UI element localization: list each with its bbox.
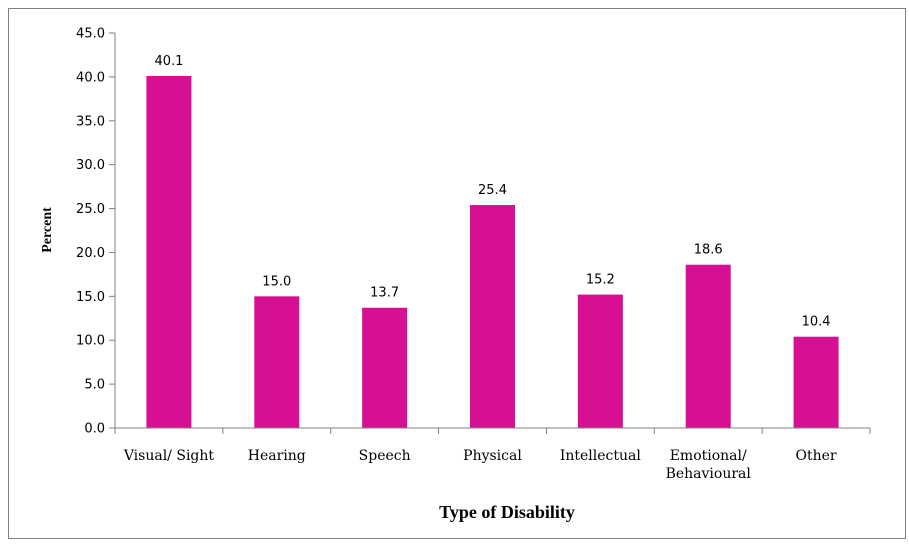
y-tick-label: 0.0 bbox=[84, 422, 105, 437]
bar bbox=[470, 205, 515, 428]
x-category-label: Visual/ Sight bbox=[123, 448, 215, 464]
y-tick-label: 25.0 bbox=[76, 202, 105, 217]
y-tick-label: 15.0 bbox=[76, 290, 105, 305]
value-labels: 40.1 15.0 13.7 25.4 15.2 18.6 10.4 bbox=[154, 54, 830, 330]
y-tick-label: 30.0 bbox=[76, 158, 105, 173]
y-tick-label: 45.0 bbox=[76, 27, 105, 42]
bar-value-label: 18.6 bbox=[694, 243, 723, 258]
bars bbox=[146, 76, 839, 428]
bar bbox=[254, 296, 300, 428]
x-axis-label: Type of Disability bbox=[439, 502, 575, 522]
bar-value-label: 13.7 bbox=[370, 286, 399, 301]
y-axis-label: Percent bbox=[40, 207, 55, 253]
y-tick-label: 10.0 bbox=[76, 334, 105, 349]
x-category-label: Other bbox=[796, 448, 837, 464]
x-category-label: Physical bbox=[463, 448, 522, 464]
bar-value-label: 15.2 bbox=[586, 273, 615, 288]
bar bbox=[793, 336, 839, 428]
x-category-label: Speech bbox=[359, 448, 411, 464]
x-category-label: Behavioural bbox=[666, 466, 752, 482]
bar-value-label: 15.0 bbox=[262, 274, 291, 289]
x-category-label: Intellectual bbox=[560, 448, 642, 464]
y-tick-label: 20.0 bbox=[76, 246, 105, 261]
bar-value-label: 10.4 bbox=[802, 315, 831, 330]
y-axis-ticks: 0.0 5.0 10.0 15.0 20.0 25.0 30.0 35.0 40.0 45.0 bbox=[76, 27, 115, 437]
x-category-label: Hearing bbox=[248, 448, 306, 464]
y-tick-label: 40.0 bbox=[76, 70, 105, 85]
y-tick-label: 5.0 bbox=[84, 378, 105, 393]
bar-value-label: 25.4 bbox=[478, 183, 507, 198]
bar bbox=[577, 294, 623, 428]
bar bbox=[362, 307, 408, 428]
bar bbox=[146, 76, 192, 428]
bar bbox=[685, 264, 731, 428]
x-category-label: Emotional/ bbox=[670, 448, 747, 464]
y-tick-label: 35.0 bbox=[76, 114, 105, 129]
bar-value-label: 40.1 bbox=[154, 54, 183, 69]
x-axis-categories: Visual/ Sight Hearing Speech Physical Intell… bbox=[114, 428, 871, 482]
